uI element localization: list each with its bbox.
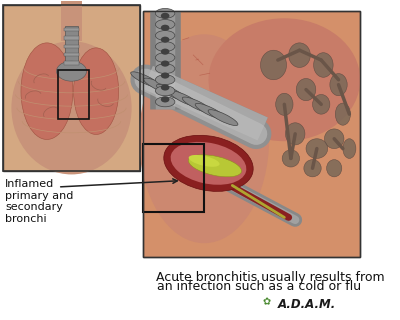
Ellipse shape (314, 53, 333, 77)
Ellipse shape (155, 53, 175, 62)
Bar (3, 4, 140, 171)
Ellipse shape (155, 31, 175, 40)
Ellipse shape (56, 61, 86, 81)
Ellipse shape (171, 142, 246, 185)
Ellipse shape (156, 84, 186, 100)
Ellipse shape (304, 160, 321, 177)
Bar (64, 61, 79, 65)
Ellipse shape (286, 123, 305, 145)
Ellipse shape (330, 74, 347, 96)
Ellipse shape (74, 48, 119, 134)
Ellipse shape (335, 103, 350, 125)
Ellipse shape (208, 110, 238, 125)
Ellipse shape (282, 150, 300, 167)
Ellipse shape (139, 34, 269, 243)
Ellipse shape (164, 135, 253, 191)
Ellipse shape (182, 97, 212, 113)
Bar (3, 4, 140, 171)
Ellipse shape (260, 50, 286, 80)
Bar (64, 36, 79, 40)
Bar (64, 28, 79, 31)
Bar (144, 11, 360, 257)
Bar (60, 0, 82, 41)
Ellipse shape (169, 91, 199, 107)
Ellipse shape (161, 13, 170, 19)
Text: A.D.A.M.: A.D.A.M. (278, 298, 336, 311)
Bar (144, 144, 204, 212)
Text: an infection such as a cold or flu: an infection such as a cold or flu (157, 280, 361, 293)
Bar (64, 53, 79, 56)
Ellipse shape (188, 155, 242, 177)
Ellipse shape (324, 129, 344, 148)
Ellipse shape (161, 60, 170, 67)
Bar (64, 44, 79, 48)
Ellipse shape (195, 103, 225, 119)
Ellipse shape (21, 43, 73, 140)
Ellipse shape (155, 75, 175, 85)
Ellipse shape (161, 72, 170, 79)
Ellipse shape (161, 49, 170, 55)
Ellipse shape (208, 18, 360, 141)
Text: Acute bronchitis usually results from: Acute bronchitis usually results from (156, 271, 384, 284)
Ellipse shape (327, 160, 342, 177)
Bar (65, 26, 78, 68)
Ellipse shape (155, 86, 175, 96)
Ellipse shape (12, 41, 132, 174)
Ellipse shape (276, 93, 293, 116)
Ellipse shape (131, 72, 160, 88)
Ellipse shape (312, 94, 330, 114)
Ellipse shape (155, 20, 175, 29)
Bar (58, 69, 89, 119)
Ellipse shape (155, 97, 175, 107)
Ellipse shape (155, 64, 175, 74)
Ellipse shape (161, 84, 170, 91)
Bar (144, 11, 360, 257)
Ellipse shape (289, 43, 310, 68)
Ellipse shape (296, 78, 316, 100)
Text: ✿: ✿ (263, 298, 271, 308)
Ellipse shape (155, 42, 175, 52)
Ellipse shape (161, 96, 170, 102)
Text: Inflamed
primary and
secondary
bronchi: Inflamed primary and secondary bronchi (5, 179, 74, 224)
Ellipse shape (155, 8, 175, 18)
Ellipse shape (144, 78, 174, 94)
Ellipse shape (189, 155, 220, 167)
Ellipse shape (161, 25, 170, 31)
Ellipse shape (306, 139, 328, 158)
Ellipse shape (161, 36, 170, 43)
Ellipse shape (343, 139, 356, 158)
